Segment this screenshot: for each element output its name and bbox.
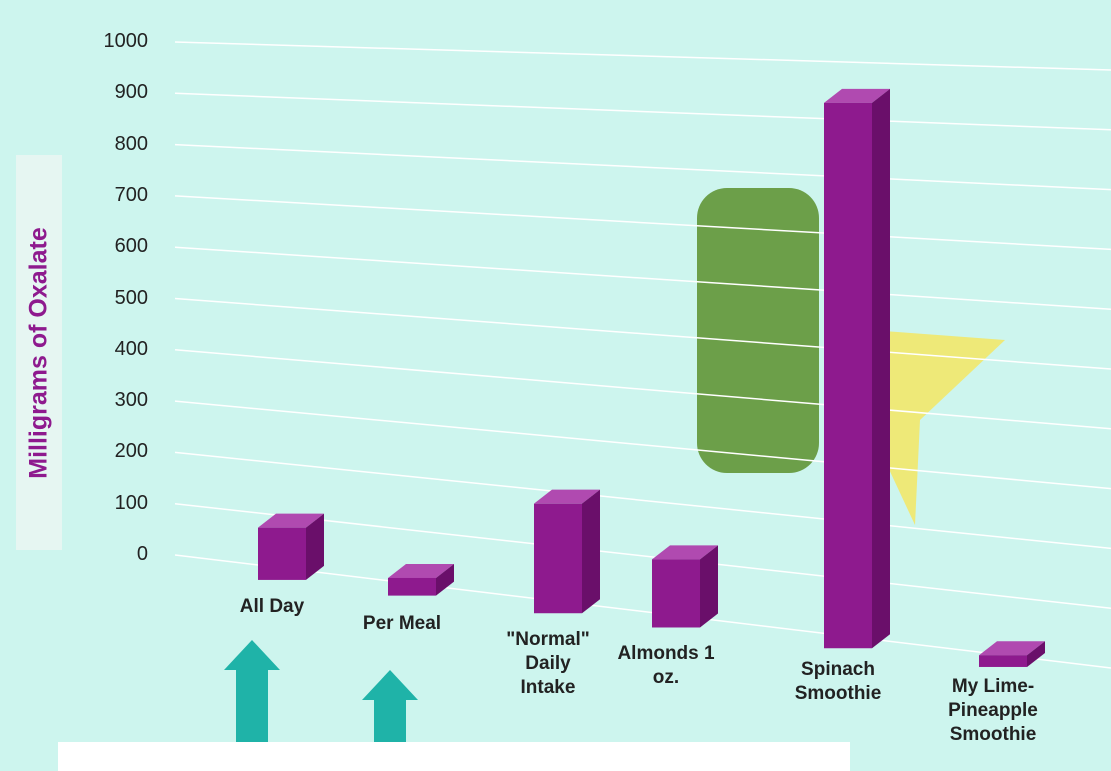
grid-line [174,246,1111,310]
x-tick-label: Almonds 1 oz. [617,643,715,688]
y-tick-label: 0 [136,543,148,565]
bar-side [436,563,454,596]
y-tick-label: 1000 [103,30,149,52]
x-tick-label: Spinach Smoothie [794,659,882,704]
arrow-shaft [374,695,406,745]
grid-line [174,143,1111,191]
y-axis-label-box: Milligrams of Oxalate [16,155,62,550]
bar [258,527,306,580]
y-tick-label: 900 [114,81,148,104]
x-tick-label: My Lime-Pineapple Smoothie [948,676,1038,745]
smoothie-glass [697,188,819,473]
y-tick-label: 300 [114,389,148,412]
y-tick-label: 800 [114,132,148,155]
arrow-head [362,670,418,700]
grid-line [174,195,1111,251]
bar [652,559,700,628]
y-tick-label: 700 [114,183,148,206]
bar-side [872,88,890,649]
bar-top [534,489,600,504]
grid-line [174,451,1111,550]
y-tick-label: 500 [114,286,148,309]
x-tick-label: All Day [239,596,305,617]
pineapple [870,330,1005,525]
bar [979,655,1027,667]
bar-top [824,88,890,103]
grid-line [174,92,1111,131]
bar [824,102,872,649]
grid-line [174,297,1111,370]
bar [534,503,582,614]
y-tick-label: 600 [114,235,148,258]
grid-line [174,41,1111,71]
bar-side [582,489,600,614]
bar [388,577,436,596]
y-tick-label: 400 [114,337,148,360]
bar-top [979,641,1045,656]
bar-side [700,545,718,628]
grid-line [174,554,1111,669]
x-tick-label: Per Meal [362,613,442,634]
grid-line [174,502,1111,609]
x-tick-label: "Normal" Daily Intake [506,629,590,698]
bar-top [388,563,454,578]
y-tick-label: 200 [114,440,148,463]
bar-side [1027,641,1045,667]
grid-line [174,400,1111,490]
note-box [58,742,850,771]
grid-line [174,349,1111,430]
bar-top [652,545,718,560]
bar-top [258,513,324,528]
y-axis-label: Milligrams of Oxalate [24,226,53,479]
y-tick-label: 100 [114,491,148,514]
bar-side [306,513,324,580]
arrow-shaft [236,665,268,745]
arrow-head [224,640,280,670]
